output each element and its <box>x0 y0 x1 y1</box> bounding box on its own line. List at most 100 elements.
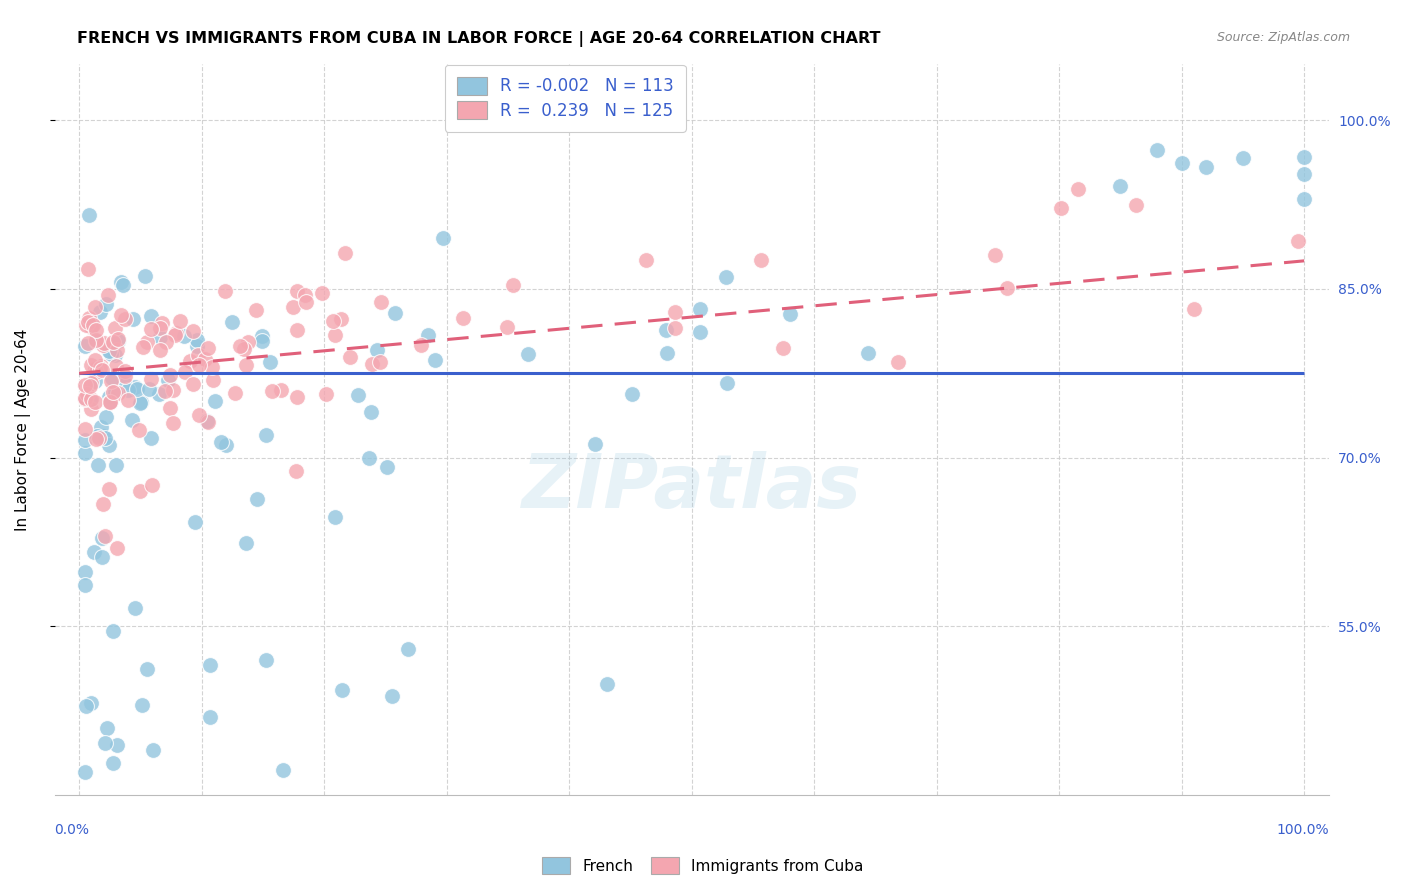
Point <box>84 334 107 348</box>
Point <box>285 284 308 298</box>
Point <box>595 677 617 691</box>
Point <box>162 417 184 431</box>
Point <box>107 332 129 346</box>
Point <box>80 358 103 372</box>
Point <box>149 321 172 335</box>
Point <box>339 350 361 364</box>
Point <box>131 698 153 712</box>
Point <box>79 392 101 407</box>
Point <box>262 384 284 398</box>
Point <box>86 333 108 347</box>
Point <box>224 385 246 400</box>
Point <box>117 392 139 407</box>
Point <box>112 376 135 390</box>
Point <box>211 434 233 449</box>
Point <box>80 376 103 390</box>
Point <box>664 305 686 319</box>
Point <box>98 394 121 409</box>
Point <box>259 355 281 369</box>
Point <box>1109 178 1132 193</box>
Point <box>716 270 738 285</box>
Point <box>139 372 162 386</box>
Point <box>128 423 150 437</box>
Point <box>89 305 111 319</box>
Point <box>502 278 524 293</box>
Point <box>107 334 129 348</box>
Point <box>79 378 101 392</box>
Point <box>77 208 100 222</box>
Point <box>315 386 337 401</box>
Point <box>75 699 97 714</box>
Point <box>97 390 120 404</box>
Point <box>295 295 318 310</box>
Point <box>779 307 801 321</box>
Point <box>655 323 678 337</box>
Point <box>252 329 274 343</box>
Point <box>204 393 226 408</box>
Point <box>384 305 406 319</box>
Point <box>97 288 120 302</box>
Point <box>201 359 224 374</box>
Point <box>186 333 208 347</box>
Point <box>416 328 439 343</box>
Point <box>98 394 121 409</box>
Point <box>101 756 124 770</box>
Point <box>201 373 224 387</box>
Point <box>98 437 121 451</box>
Point <box>360 357 382 371</box>
Point <box>235 535 257 549</box>
Point <box>90 550 112 565</box>
Point <box>1125 198 1147 212</box>
Point <box>94 431 117 445</box>
Point <box>165 326 187 340</box>
Point <box>114 363 136 377</box>
Point <box>984 248 1007 262</box>
Point <box>94 735 117 749</box>
Point <box>139 431 162 445</box>
Point <box>360 405 382 419</box>
Point <box>689 301 711 316</box>
Point <box>104 348 127 362</box>
Point <box>179 354 201 368</box>
Point <box>77 310 100 325</box>
Point <box>195 414 218 428</box>
Point <box>128 484 150 499</box>
Point <box>75 391 97 405</box>
Point <box>101 371 124 385</box>
Point <box>887 355 910 369</box>
Point <box>254 653 277 667</box>
Point <box>198 657 221 672</box>
Point <box>184 515 207 529</box>
Point <box>246 492 269 507</box>
Point <box>103 624 125 639</box>
Point <box>91 429 114 443</box>
Text: ZIPatlas: ZIPatlas <box>522 451 862 524</box>
Point <box>110 309 132 323</box>
Point <box>174 365 197 379</box>
Point <box>236 334 259 349</box>
Point <box>80 401 103 416</box>
Point <box>1170 156 1192 170</box>
Point <box>96 409 118 424</box>
Point <box>150 316 173 330</box>
Point <box>121 413 143 427</box>
Point <box>104 321 127 335</box>
Point <box>162 384 184 398</box>
Point <box>98 482 121 496</box>
Point <box>311 285 333 300</box>
Point <box>159 368 181 382</box>
Point <box>75 318 97 333</box>
Point <box>620 387 643 401</box>
Point <box>159 401 181 415</box>
Point <box>82 318 104 332</box>
Point <box>84 300 107 314</box>
Point <box>149 329 172 343</box>
Point <box>77 315 100 329</box>
Point <box>366 343 388 357</box>
Point <box>375 460 398 475</box>
Point <box>396 641 419 656</box>
Point <box>86 432 108 446</box>
Point <box>122 312 145 326</box>
Point <box>1294 192 1316 206</box>
Point <box>141 322 163 336</box>
